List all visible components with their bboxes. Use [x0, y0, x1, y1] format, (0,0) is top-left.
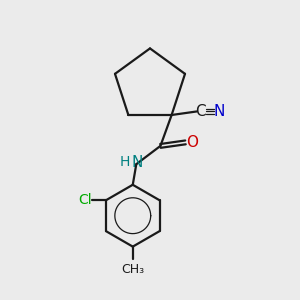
Text: H: H: [120, 155, 130, 169]
Text: O: O: [186, 135, 198, 150]
Text: N: N: [131, 155, 142, 170]
Text: C: C: [195, 104, 206, 119]
Text: CH₃: CH₃: [121, 263, 144, 276]
Text: Cl: Cl: [79, 193, 92, 207]
Text: N: N: [213, 104, 224, 119]
